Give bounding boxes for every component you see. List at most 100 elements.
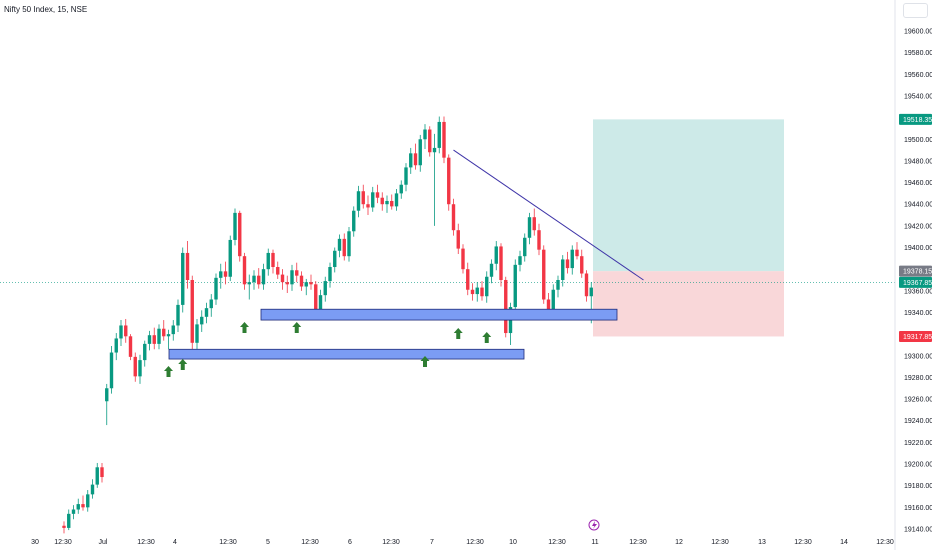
time-tick-label: 12:30 xyxy=(219,539,237,546)
price-tick-label: 19160.00 xyxy=(904,505,932,512)
candle-body xyxy=(504,280,508,334)
price-tick-label: 19140.00 xyxy=(904,527,932,534)
candle-body xyxy=(76,504,80,510)
candle-body xyxy=(527,217,532,238)
candle-body xyxy=(233,212,237,240)
candle-body xyxy=(266,252,270,270)
candle-body xyxy=(556,280,560,290)
candle-body xyxy=(86,494,90,508)
candle-body xyxy=(532,217,536,231)
candle-body xyxy=(109,352,114,389)
candle-body xyxy=(95,467,99,485)
candle-body xyxy=(105,388,109,402)
candle-body xyxy=(456,230,460,249)
candle-body xyxy=(242,256,247,285)
candle-body xyxy=(143,343,147,361)
candle-body xyxy=(128,336,133,357)
time-tick-label: 7 xyxy=(430,539,434,546)
support-zone[interactable] xyxy=(168,348,525,360)
candle-body xyxy=(238,212,242,257)
price-tag xyxy=(899,276,932,288)
candle-body xyxy=(62,525,66,528)
candle-body xyxy=(580,256,584,274)
price-tick-label: 19280.00 xyxy=(904,375,932,382)
candle-body xyxy=(437,121,441,148)
candle-body xyxy=(428,129,432,153)
candle-body xyxy=(480,287,484,297)
candle-body xyxy=(409,153,413,168)
price-tick-label: 19500.00 xyxy=(904,137,932,144)
time-tick-label: 12:30 xyxy=(794,539,812,546)
up-arrow-icon xyxy=(240,322,249,333)
time-tick-label: 12:30 xyxy=(54,539,72,546)
candle-body xyxy=(219,271,223,278)
candle-body xyxy=(575,249,579,257)
price-tick-label: 19420.00 xyxy=(904,223,932,230)
time-tick-label: 12:30 xyxy=(711,539,729,546)
candle-body xyxy=(380,197,384,205)
candle-body xyxy=(589,287,593,297)
candle-body xyxy=(513,264,517,308)
candle-body xyxy=(366,204,370,208)
price-tag xyxy=(899,113,932,125)
up-arrow-icon xyxy=(453,328,463,339)
candle-body xyxy=(418,139,422,166)
time-tick-label: 12:30 xyxy=(876,539,894,546)
candle-body xyxy=(304,282,308,287)
candle-body xyxy=(399,184,403,194)
candle-body xyxy=(518,256,522,265)
candle-body xyxy=(461,248,465,270)
candle-body xyxy=(432,147,437,153)
event-icon[interactable] xyxy=(588,519,600,531)
price-tick-label: 19600.00 xyxy=(904,29,932,36)
candle-body xyxy=(318,295,323,311)
candle-body xyxy=(280,274,285,283)
candle-body xyxy=(314,284,318,311)
candle-body xyxy=(489,263,494,277)
candle-body xyxy=(299,275,304,287)
candle-body xyxy=(247,282,251,285)
candle-body xyxy=(252,275,256,283)
chart-settings-button[interactable] xyxy=(903,3,928,18)
candle-body xyxy=(361,191,365,205)
candle-body xyxy=(475,287,479,295)
candle-body xyxy=(228,239,232,277)
time-tick-label: 12:30 xyxy=(382,539,400,546)
trendline[interactable] xyxy=(453,149,644,281)
candle-body xyxy=(470,289,475,295)
candle-body xyxy=(285,282,289,285)
candle-body xyxy=(375,192,380,198)
candle-body xyxy=(356,191,361,211)
candle-body xyxy=(323,281,327,296)
candle-body xyxy=(295,270,299,276)
candle-body xyxy=(114,338,118,353)
time-tick-label: 5 xyxy=(266,539,270,546)
price-tick-label: 19360.00 xyxy=(904,288,932,295)
time-tick-label: 14 xyxy=(840,539,848,546)
time-tick-label: 12:30 xyxy=(301,539,319,546)
price-tag-label: 19378.15 xyxy=(903,269,932,276)
candle-body xyxy=(157,328,161,344)
price-tick-label: 19220.00 xyxy=(904,440,932,447)
candle-body xyxy=(523,237,527,257)
price-tick-label: 19460.00 xyxy=(904,180,932,187)
chart-title: Nifty 50 Index, 15, NSE xyxy=(4,5,88,14)
candle-body xyxy=(200,316,204,325)
candle-body xyxy=(347,231,351,257)
buy-arrows xyxy=(164,322,492,377)
candle-body xyxy=(371,192,375,208)
price-tag-label: 19518.35 xyxy=(903,117,932,124)
target-zone xyxy=(593,119,784,272)
stop-zone xyxy=(593,271,784,337)
candle-body xyxy=(499,246,503,280)
time-tick-label: 4 xyxy=(173,539,177,546)
time-tick-label: Jul xyxy=(99,539,108,546)
candle-body xyxy=(176,304,180,326)
up-arrow-icon xyxy=(178,359,188,370)
candle-body xyxy=(152,335,156,344)
candle-body xyxy=(394,193,399,207)
price-tick-label: 19180.00 xyxy=(904,483,932,490)
support-zone[interactable] xyxy=(260,308,618,321)
candle-body xyxy=(404,167,408,185)
